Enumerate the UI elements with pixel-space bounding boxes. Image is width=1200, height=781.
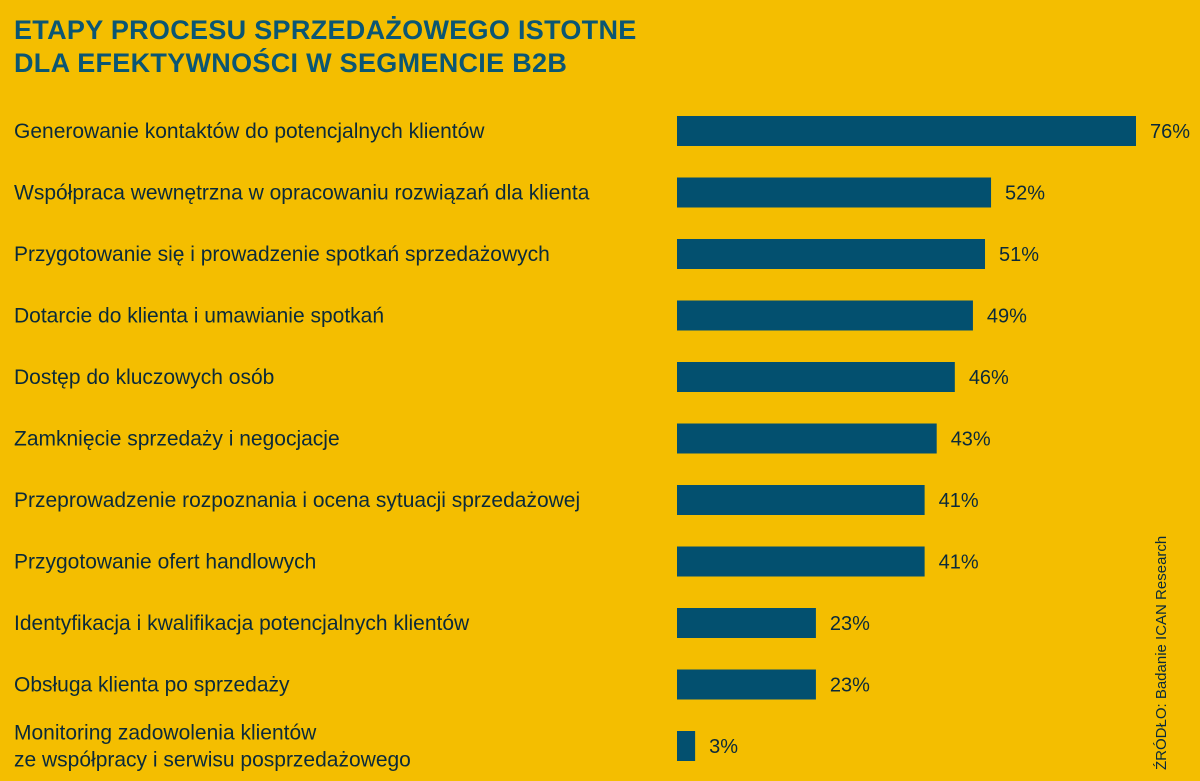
category-label-line: Monitoring zadowolenia klientów — [14, 722, 317, 745]
category-label: Przygotowanie ofert handlowych — [14, 551, 316, 574]
value-label: 46% — [969, 367, 1009, 389]
category-label-line: Generowanie kontaktów do potencjalnych k… — [14, 120, 485, 143]
category-label-line: Dostęp do kluczowych osób — [14, 366, 274, 389]
bar — [677, 116, 1136, 146]
bar — [677, 485, 925, 515]
chart-title-line-2: DLA EFEKTYWNOŚCI W SEGMENCIE B2B — [14, 48, 568, 78]
value-label: 23% — [830, 675, 870, 697]
category-label-line: Przeprowadzenie rozpoznania i ocena sytu… — [14, 489, 580, 512]
value-label: 41% — [939, 490, 979, 512]
bar — [677, 423, 937, 454]
category-label: Generowanie kontaktów do potencjalnych k… — [14, 120, 485, 143]
bar — [677, 731, 696, 761]
category-label-line: Przygotowanie ofert handlowych — [14, 551, 316, 574]
category-label-line: Współpraca wewnętrzna w opracowaniu rozw… — [14, 182, 590, 205]
category-label-line: ze współpracy i serwisu posprzedażowego — [14, 749, 411, 772]
category-label-line: Zamknięcie sprzedaży i negocjacje — [14, 428, 340, 451]
bar — [677, 177, 992, 208]
bar — [677, 608, 816, 638]
category-label: Przeprowadzenie rozpoznania i ocena sytu… — [14, 489, 580, 512]
chart-title-line-1: ETAPY PROCESU SPRZEDAŻOWEGO ISTOTNE — [14, 15, 637, 45]
category-label-line: Dotarcie do klienta i umawianie spotkań — [14, 305, 384, 328]
value-label: 3% — [709, 736, 738, 758]
category-label: Obsługa klienta po sprzedaży — [14, 674, 290, 697]
bar — [677, 546, 925, 577]
bar — [677, 669, 816, 700]
value-label: 76% — [1150, 121, 1190, 143]
value-label: 49% — [987, 306, 1027, 328]
bar — [677, 239, 986, 269]
value-label: 43% — [951, 429, 991, 451]
bar — [677, 300, 973, 331]
category-label: Monitoring zadowolenia klientów ze współp… — [14, 722, 411, 772]
chart-title: ETAPY PROCESU SPRZEDAŻOWEGO ISTOTNE DLA … — [14, 14, 637, 80]
value-label: 23% — [830, 613, 870, 635]
category-label: Zamknięcie sprzedaży i negocjacje — [14, 428, 340, 451]
value-label: 41% — [939, 552, 979, 574]
category-label-line: Przygotowanie się i prowadzenie spotkań … — [14, 243, 550, 266]
value-label: 52% — [1005, 183, 1045, 205]
bar — [677, 362, 955, 392]
category-label: Dotarcie do klienta i umawianie spotkań — [14, 305, 384, 328]
source-note: ŹRÓDŁO: Badanie ICAN Research — [1153, 535, 1170, 770]
category-label: Współpraca wewnętrzna w opracowaniu rozw… — [14, 182, 590, 205]
category-label-line: Obsługa klienta po sprzedaży — [14, 674, 290, 697]
value-label: 51% — [999, 244, 1039, 266]
category-label: Dostęp do kluczowych osób — [14, 366, 274, 389]
category-label: Identyfikacja i kwalifikacja potencjalny… — [14, 612, 470, 635]
category-label: Przygotowanie się i prowadzenie spotkań … — [14, 243, 550, 266]
category-label-line: Identyfikacja i kwalifikacja potencjalny… — [14, 612, 470, 635]
